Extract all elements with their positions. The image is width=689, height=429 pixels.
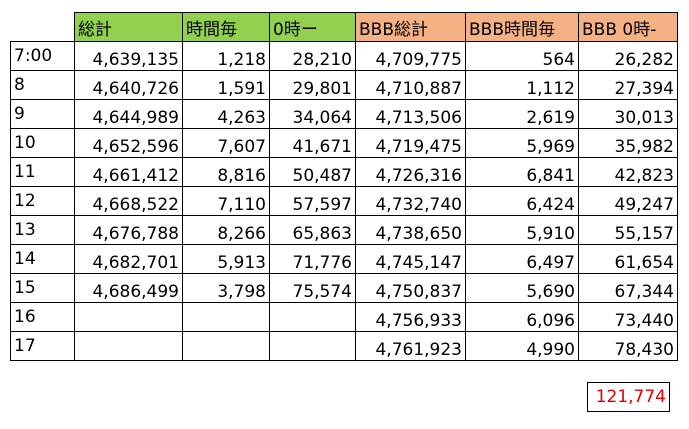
row-time-label[interactable]: 15	[10, 273, 75, 303]
row-time-label[interactable]: 8	[10, 70, 75, 100]
table-row: 14 4,682,701 5,913 71,776 4,745,147 6,497 61,6…	[10, 244, 678, 274]
header-hourly[interactable]: 時間毎	[182, 12, 270, 42]
cell-since-midnight[interactable]: 57,597	[269, 186, 356, 216]
cell-total[interactable]	[74, 331, 183, 361]
cell-bbb-total[interactable]: 4,732,740	[355, 186, 466, 216]
cell-total[interactable]: 4,652,596	[74, 128, 183, 158]
cell-bbb-since-midnight[interactable]: 55,157	[578, 215, 678, 245]
table-row: 10 4,652,596 7,607 41,671 4,719,475 5,969 35,9…	[10, 128, 678, 158]
cell-bbb-total[interactable]: 4,756,933	[355, 302, 466, 332]
cell-since-midnight[interactable]	[269, 331, 356, 361]
cell-hourly[interactable]: 1,591	[182, 70, 270, 100]
cell-bbb-since-midnight[interactable]: 30,013	[578, 99, 678, 129]
cell-hourly[interactable]	[182, 302, 270, 332]
row-time-label[interactable]: 17	[10, 331, 75, 361]
cell-bbb-total[interactable]: 4,745,147	[355, 244, 466, 274]
table-row: 8 4,640,726 1,591 29,801 4,710,887 1,112 27,39…	[10, 70, 678, 100]
cell-bbb-total[interactable]: 4,713,506	[355, 99, 466, 129]
table-row: 11 4,661,412 8,816 50,487 4,726,316 6,841 42,8…	[10, 157, 678, 187]
cell-total[interactable]: 4,639,135	[74, 41, 183, 71]
cell-bbb-since-midnight[interactable]: 26,282	[578, 41, 678, 71]
cell-bbb-since-midnight[interactable]: 67,344	[578, 273, 678, 303]
cell-bbb-total[interactable]: 4,750,837	[355, 273, 466, 303]
header-bbb-hourly[interactable]: BBB時間毎	[465, 12, 579, 42]
table-row: 15 4,686,499 3,798 75,574 4,750,837 5,690 67,3…	[10, 273, 678, 303]
header-bbb-total[interactable]: BBB総計	[355, 12, 466, 42]
cell-bbb-hourly[interactable]: 4,990	[465, 331, 579, 361]
cell-bbb-since-midnight[interactable]: 42,823	[578, 157, 678, 187]
cell-bbb-hourly[interactable]: 5,690	[465, 273, 579, 303]
row-time-label[interactable]: 9	[10, 99, 75, 129]
header-bbb-since-midnight[interactable]: BBB 0時-	[578, 12, 678, 42]
cell-bbb-since-midnight[interactable]: 35,982	[578, 128, 678, 158]
cell-bbb-total[interactable]: 4,761,923	[355, 331, 466, 361]
table-row: 16 4,756,933 6,096 73,440	[10, 302, 678, 332]
cell-since-midnight[interactable]: 29,801	[269, 70, 356, 100]
cell-bbb-since-midnight[interactable]: 73,440	[578, 302, 678, 332]
cell-total[interactable]: 4,640,726	[74, 70, 183, 100]
cell-bbb-hourly[interactable]: 6,841	[465, 157, 579, 187]
row-time-label[interactable]: 11	[10, 157, 75, 187]
cell-bbb-total[interactable]: 4,738,650	[355, 215, 466, 245]
cell-hourly[interactable]: 8,266	[182, 215, 270, 245]
cell-total[interactable]: 4,661,412	[74, 157, 183, 187]
cell-total[interactable]	[74, 302, 183, 332]
cell-bbb-hourly[interactable]: 6,424	[465, 186, 579, 216]
table-row: 7:00 4,639,135 1,218 28,210 4,709,775 564 26,2…	[10, 41, 678, 71]
cell-since-midnight[interactable]: 34,064	[269, 99, 356, 129]
header-row: 総計 時間毎 0時ー BBB総計 BBB時間毎 BBB 0時-	[10, 12, 678, 42]
cell-bbb-since-midnight[interactable]: 49,247	[578, 186, 678, 216]
row-time-label[interactable]: 16	[10, 302, 75, 332]
header-total[interactable]: 総計	[74, 12, 183, 42]
corner-cell	[10, 12, 75, 42]
cell-bbb-since-midnight[interactable]: 27,394	[578, 70, 678, 100]
row-time-label[interactable]: 13	[10, 215, 75, 245]
row-time-label[interactable]: 14	[10, 244, 75, 274]
cell-bbb-hourly[interactable]: 2,619	[465, 99, 579, 129]
cell-since-midnight[interactable]: 75,574	[269, 273, 356, 303]
cell-since-midnight[interactable]: 28,210	[269, 41, 356, 71]
cell-hourly[interactable]: 5,913	[182, 244, 270, 274]
cell-bbb-total[interactable]: 4,726,316	[355, 157, 466, 187]
cell-bbb-hourly[interactable]: 6,096	[465, 302, 579, 332]
cell-hourly[interactable]: 4,263	[182, 99, 270, 129]
header-since-midnight[interactable]: 0時ー	[269, 12, 356, 42]
cell-total[interactable]: 4,682,701	[74, 244, 183, 274]
cell-since-midnight[interactable]: 71,776	[269, 244, 356, 274]
cell-bbb-hourly[interactable]: 5,969	[465, 128, 579, 158]
spreadsheet-table: 総計 時間毎 0時ー BBB総計 BBB時間毎 BBB 0時- 7:00 4,63…	[10, 12, 678, 361]
cell-bbb-since-midnight[interactable]: 61,654	[578, 244, 678, 274]
grand-total-cell[interactable]: 121,774	[587, 382, 670, 412]
cell-since-midnight[interactable]: 65,863	[269, 215, 356, 245]
table-row: 9 4,644,989 4,263 34,064 4,713,506 2,619 30,01…	[10, 99, 678, 129]
cell-bbb-hourly[interactable]: 5,910	[465, 215, 579, 245]
cell-bbb-hourly[interactable]: 1,112	[465, 70, 579, 100]
cell-since-midnight[interactable]: 50,487	[269, 157, 356, 187]
cell-since-midnight[interactable]: 41,671	[269, 128, 356, 158]
row-time-label[interactable]: 12	[10, 186, 75, 216]
cell-bbb-total[interactable]: 4,710,887	[355, 70, 466, 100]
cell-total[interactable]: 4,686,499	[74, 273, 183, 303]
cell-bbb-hourly[interactable]: 6,497	[465, 244, 579, 274]
row-time-label[interactable]: 7:00	[10, 41, 75, 71]
cell-hourly[interactable]: 7,110	[182, 186, 270, 216]
cell-bbb-since-midnight[interactable]: 78,430	[578, 331, 678, 361]
cell-hourly[interactable]: 1,218	[182, 41, 270, 71]
cell-total[interactable]: 4,668,522	[74, 186, 183, 216]
cell-total[interactable]: 4,676,788	[74, 215, 183, 245]
table-row: 13 4,676,788 8,266 65,863 4,738,650 5,910 55,1…	[10, 215, 678, 245]
cell-since-midnight[interactable]	[269, 302, 356, 332]
cell-hourly[interactable]: 8,816	[182, 157, 270, 187]
cell-hourly[interactable]: 3,798	[182, 273, 270, 303]
cell-bbb-hourly[interactable]: 564	[465, 41, 579, 71]
cell-bbb-total[interactable]: 4,709,775	[355, 41, 466, 71]
row-time-label[interactable]: 10	[10, 128, 75, 158]
cell-hourly[interactable]: 7,607	[182, 128, 270, 158]
table-row: 12 4,668,522 7,110 57,597 4,732,740 6,424 49,2…	[10, 186, 678, 216]
cell-total[interactable]: 4,644,989	[74, 99, 183, 129]
table-row: 17 4,761,923 4,990 78,430	[10, 331, 678, 361]
cell-bbb-total[interactable]: 4,719,475	[355, 128, 466, 158]
cell-hourly[interactable]	[182, 331, 270, 361]
